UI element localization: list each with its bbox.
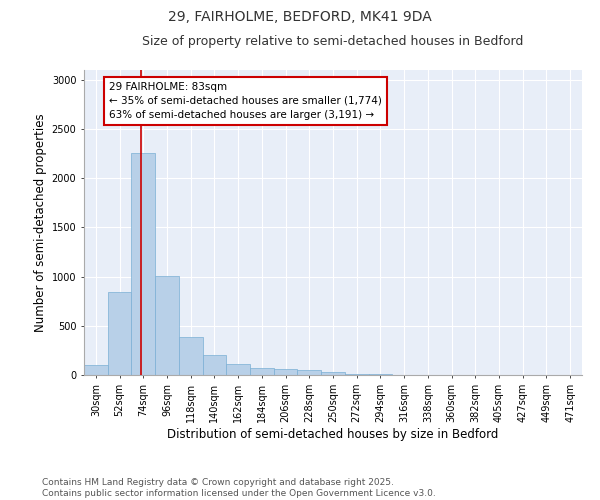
Bar (179, 336, 203, 375)
Text: 29, FAIRHOLME, BEDFORD, MK41 9DA: 29, FAIRHOLME, BEDFORD, MK41 9DA (168, 10, 432, 24)
Text: Contains HM Land Registry data © Crown copyright and database right 2025.
Contai: Contains HM Land Registry data © Crown c… (42, 478, 436, 498)
Bar (155, 276, 179, 375)
Y-axis label: Number of semi-detached properties: Number of semi-detached properties (34, 113, 47, 332)
Bar (274, 368, 298, 375)
X-axis label: Distribution of semi-detached houses by size in Bedford: Distribution of semi-detached houses by … (167, 428, 499, 440)
Title: Size of property relative to semi-detached houses in Bedford: Size of property relative to semi-detach… (142, 35, 524, 48)
Bar (298, 370, 321, 375)
Text: 29 FAIRHOLME: 83sqm
← 35% of semi-detached houses are smaller (1,774)
63% of sem: 29 FAIRHOLME: 83sqm ← 35% of semi-detach… (109, 82, 382, 120)
Bar (108, 292, 131, 375)
Bar (321, 372, 345, 375)
Bar (345, 374, 368, 375)
Bar (84, 365, 108, 375)
Bar (226, 364, 250, 375)
Bar (131, 152, 155, 375)
Bar (203, 356, 226, 375)
Bar (368, 374, 392, 375)
Bar (250, 368, 274, 375)
